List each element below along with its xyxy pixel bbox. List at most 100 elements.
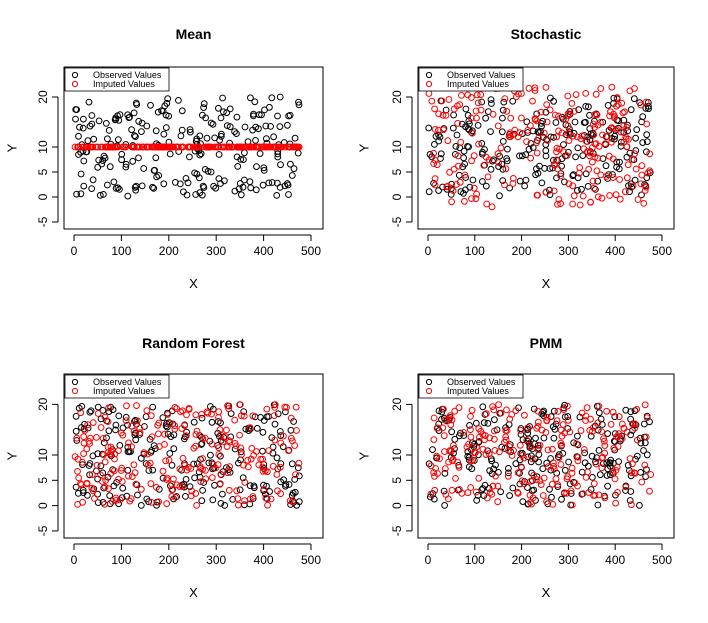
imputed-point: [599, 453, 606, 461]
observed-point: [630, 95, 638, 103]
imputed-point: [583, 138, 590, 145]
imputed-point: [520, 454, 528, 462]
observed-point: [149, 183, 156, 191]
observed-point: [478, 486, 486, 494]
imputed-point: [472, 107, 480, 115]
observed-point: [250, 112, 257, 120]
observed-point: [94, 403, 102, 411]
imputed-point: [497, 144, 505, 152]
imputed-point: [517, 426, 524, 434]
legend-box: [64, 67, 170, 92]
imputed-point: [554, 408, 562, 415]
imputed-point: [203, 143, 211, 151]
imputed-point: [107, 443, 115, 451]
observed-point: [517, 450, 525, 457]
observed-point: [572, 153, 579, 161]
observed-point: [550, 97, 557, 105]
imputed-point: [87, 434, 94, 442]
observed-point: [578, 185, 585, 193]
imputed-point: [208, 410, 215, 418]
imputed-point: [583, 404, 591, 412]
observed-point: [504, 145, 511, 153]
observed-point: [250, 482, 258, 490]
imputed-point: [612, 499, 619, 507]
observed-point: [479, 485, 487, 492]
imputed-point: [448, 198, 456, 206]
imputed-point: [118, 464, 126, 472]
imputed-point: [590, 131, 598, 139]
imputed-point: [592, 90, 600, 98]
imputed-point: [97, 424, 105, 431]
observed-point: [134, 491, 141, 499]
imputed-point: [441, 465, 449, 473]
observed-point: [186, 128, 194, 136]
imputed-point: [123, 402, 130, 410]
imputed-point: [533, 117, 541, 125]
observed-point: [460, 190, 467, 197]
observed-point: [159, 474, 167, 482]
observed-point: [208, 459, 216, 467]
imputed-point: [97, 143, 105, 151]
imputed-point: [223, 443, 231, 451]
observed-point: [579, 152, 587, 160]
imputed-point: [520, 480, 528, 488]
observed-point: [183, 428, 191, 436]
imputed-point: [646, 487, 653, 495]
observed-point: [177, 132, 185, 140]
imputed-point: [495, 401, 503, 409]
y-tick-label: 0: [36, 193, 50, 200]
imputed-point: [467, 413, 474, 420]
imputed-point: [640, 200, 648, 207]
observed-point: [182, 476, 190, 483]
observed-point: [199, 182, 207, 190]
imputed-point: [241, 478, 249, 486]
imputed-point: [551, 111, 559, 119]
imputed-point: [132, 480, 140, 488]
observed-point: [469, 176, 477, 184]
observed-point: [627, 408, 635, 416]
observed-point: [274, 150, 282, 158]
observed-point: [482, 182, 490, 190]
imputed-point: [577, 427, 585, 434]
legend-entry: Observed Values: [447, 70, 516, 80]
observed-point: [466, 183, 474, 191]
observed-point: [574, 432, 581, 440]
observed-point: [522, 176, 530, 184]
imputed-point: [131, 469, 139, 477]
imputed-point: [430, 414, 438, 422]
legend-box: [64, 374, 170, 399]
observed-point: [158, 107, 166, 114]
imputed-point: [467, 433, 475, 441]
observed-point: [509, 97, 517, 105]
imputed-point: [576, 164, 584, 171]
observed-point: [626, 149, 634, 157]
imputed-point: [106, 450, 114, 458]
observed-point: [450, 111, 458, 119]
imputed-point: [580, 446, 588, 453]
observed-point: [594, 501, 602, 509]
imputed-point: [557, 461, 565, 468]
imputed-point: [118, 429, 125, 437]
observed-point: [132, 182, 140, 190]
observed-point: [215, 151, 223, 158]
imputed-point: [244, 463, 252, 471]
observed-point: [133, 481, 141, 489]
y-tick-label: 10: [36, 448, 50, 462]
observed-point: [105, 408, 113, 416]
observed-point: [89, 176, 97, 184]
imputed-point: [272, 143, 280, 151]
imputed-point: [457, 138, 465, 146]
imputed-point: [470, 152, 478, 160]
imputed-point: [564, 402, 571, 410]
observed-point: [294, 149, 302, 157]
observed-point: [530, 486, 538, 494]
observed-point: [135, 117, 143, 125]
observed-point: [636, 502, 643, 509]
imputed-point: [479, 445, 487, 453]
imputed-point: [629, 182, 637, 190]
observed-point: [472, 419, 480, 427]
x-tick-label: 200: [512, 553, 532, 567]
imputed-point: [139, 143, 147, 151]
observed-point: [561, 178, 568, 186]
imputed-point: [554, 481, 562, 489]
